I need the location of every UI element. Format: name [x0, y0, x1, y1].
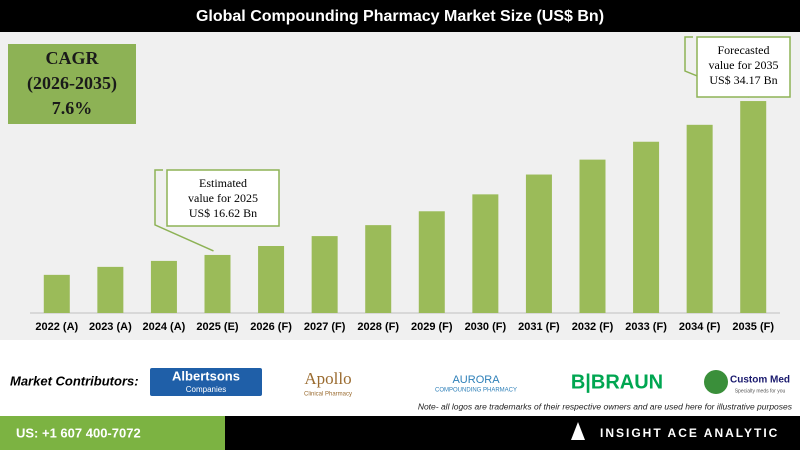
phone: US: +1 607 400-7072 — [16, 425, 141, 440]
bar — [740, 101, 767, 313]
annotation: US$ 34.17 Bn — [709, 73, 777, 87]
footer-left — [0, 416, 225, 450]
logo-text: Apollo — [304, 369, 351, 388]
bar — [311, 236, 338, 313]
bar — [365, 225, 392, 313]
bar — [472, 194, 499, 313]
bar — [150, 260, 177, 313]
x-tick-label: 2029 (F) — [411, 321, 453, 333]
x-tick-label: 2030 (F) — [465, 321, 507, 333]
bar — [525, 174, 552, 313]
callout-box — [166, 169, 280, 227]
logo-text: COMPOUNDING PHARMACY — [435, 388, 517, 394]
cagr-period: (2026-2035) — [27, 73, 117, 94]
bar — [97, 266, 124, 313]
note: Note- all logos are trademarks of their … — [418, 401, 793, 411]
bar — [258, 246, 285, 313]
logo-text: Clinical Pharmacy — [304, 392, 352, 398]
x-tick-label: 2032 (F) — [572, 321, 614, 333]
x-tick-label: 2022 (A) — [35, 321, 78, 333]
logo-box — [150, 368, 262, 396]
annotation: value for 2035 — [709, 58, 779, 72]
bar — [204, 254, 231, 313]
callout-bracket — [154, 169, 214, 252]
bar — [43, 274, 70, 313]
footer-right — [225, 416, 800, 450]
annotation: Estimated — [199, 176, 247, 190]
callout-box — [696, 36, 791, 98]
bar — [579, 159, 606, 313]
brand: INSIGHT ACE ANALYTIC — [600, 426, 779, 440]
x-tick-label: 2024 (A) — [143, 321, 186, 333]
chart-title: Global Compounding Pharmacy Market Size … — [196, 8, 604, 25]
cagr-value: 7.6% — [52, 98, 93, 118]
bar — [633, 141, 660, 313]
logo-text: B|BRAUN — [571, 371, 663, 393]
x-tick-label: 2035 (F) — [732, 321, 774, 333]
title-bar — [0, 0, 800, 32]
cagr-label: CAGR — [46, 48, 100, 68]
x-tick-label: 2031 (F) — [518, 321, 560, 333]
contributors-label: Market Contributors: — [10, 373, 139, 388]
logo-text: Companies — [186, 385, 226, 394]
brand-icon — [571, 422, 585, 440]
x-tick-label: 2027 (F) — [304, 321, 346, 333]
x-tick-label: 2033 (F) — [625, 321, 667, 333]
bar — [686, 124, 713, 313]
bar — [418, 211, 445, 313]
logo-text: AURORA — [452, 374, 500, 386]
x-tick-label: 2026 (F) — [250, 321, 292, 333]
logo-text: Custom Med — [730, 375, 790, 386]
x-tick-label: 2025 (E) — [196, 321, 239, 333]
x-tick-label: 2034 (F) — [679, 321, 721, 333]
annotation: Forecasted — [718, 43, 770, 57]
logo-text: Albertsons — [172, 368, 240, 383]
annotation: value for 2025 — [188, 191, 258, 205]
cagr-box — [8, 44, 136, 124]
x-tick-label: 2023 (A) — [89, 321, 132, 333]
logo-icon — [704, 370, 728, 394]
logo-text: Specialty meds for you — [735, 388, 786, 394]
annotation: US$ 16.62 Bn — [189, 206, 257, 220]
x-tick-label: 2028 (F) — [357, 321, 399, 333]
contributors: Market Contributors: Albertsons Companie… — [10, 368, 793, 411]
